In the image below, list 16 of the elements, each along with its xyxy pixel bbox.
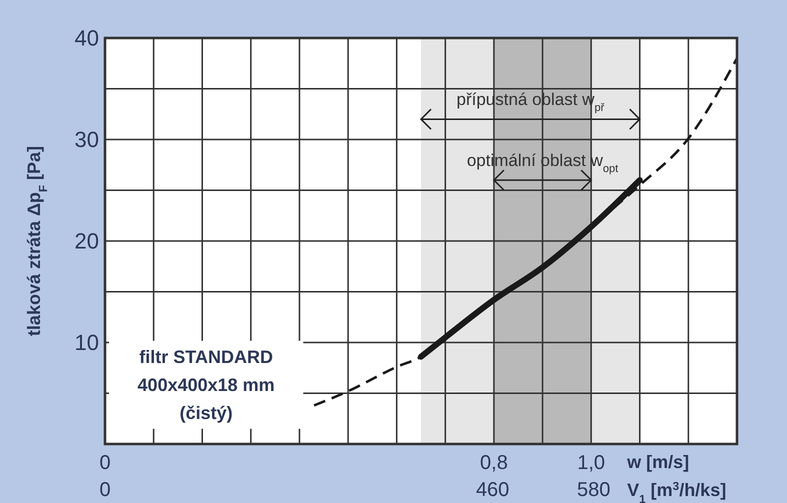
y-tick-label: 40	[74, 26, 99, 51]
x2-axis-title: V$_{1}$ [m$^{3}$/h/ks]	[627, 480, 726, 503]
line-series	[312, 57, 738, 407]
y-tick-label: 20	[74, 228, 99, 254]
x-tick-label: 1,0	[577, 452, 606, 474]
annotation: filtr STANDARD	[139, 346, 273, 367]
x2-tick-label: 0	[99, 479, 111, 501]
x2-tick-label: 460	[476, 479, 510, 501]
x-axis-title: w [m/s]	[626, 452, 690, 472]
x-tick-label: 0,8	[480, 452, 508, 474]
x-tick-label: 0	[99, 452, 111, 474]
y-tick-label: 10	[74, 330, 99, 356]
annotation: (čistý)	[180, 402, 233, 423]
y-tick-label: 30	[74, 127, 99, 152]
annotation: 400x400x18 mm	[138, 374, 275, 395]
x2-tick-label: 580	[577, 479, 610, 501]
